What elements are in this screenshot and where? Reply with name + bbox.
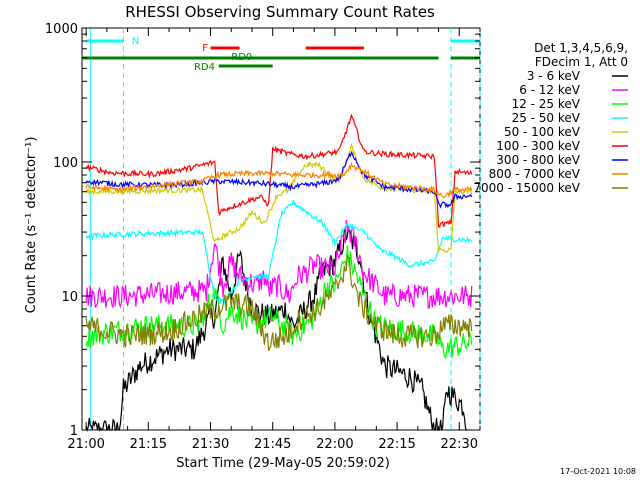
- y-tick-label: 1000: [45, 22, 78, 37]
- y-tick-label: 10: [61, 290, 78, 305]
- flag-layer: N F RD0 RD4: [82, 36, 480, 73]
- legend-header: FDecim 1, Att 0: [535, 55, 628, 69]
- legend-entry: 12 - 25 keV: [512, 97, 581, 111]
- x-tick-label: 21:00: [67, 437, 104, 452]
- legend-entry: 25 - 50 keV: [512, 111, 581, 125]
- x-tick-label: 22:00: [316, 437, 353, 452]
- axis-layer: 21:00 21:15 21:30 21:45 22:00 22:15 22:30 1 10 10…: [45, 22, 481, 452]
- x-tick-label: 22:30: [441, 437, 478, 452]
- flag-label: RD0: [231, 52, 252, 63]
- series-line: [85, 254, 473, 352]
- series-line: [85, 161, 473, 198]
- series-layer: [85, 113, 473, 433]
- flag-label: N: [132, 36, 139, 47]
- series-line: [85, 113, 473, 228]
- series-line: [85, 219, 473, 309]
- y-axis-label: Count Rate (s⁻¹ detector⁻¹): [24, 137, 39, 314]
- legend-entry: 6 - 12 keV: [519, 83, 581, 97]
- flag-label: F: [202, 43, 208, 54]
- y-tick-label: 1: [70, 424, 78, 439]
- legend-entry: 3 - 6 keV: [527, 69, 581, 83]
- legend-entry: 100 - 300 keV: [496, 139, 580, 153]
- series-line: [85, 150, 473, 209]
- chart-title: RHESSI Observing Summary Count Rates: [125, 3, 435, 21]
- legend-entry: 7000 - 15000 keV: [473, 181, 580, 195]
- x-axis-label: Start Time (29-May-05 20:59:02): [176, 456, 390, 471]
- x-tick-label: 21:45: [254, 437, 291, 452]
- timestamp: 17-Oct-2021 10:08: [560, 467, 636, 476]
- legend-entry: 800 - 7000 keV: [489, 167, 581, 181]
- flag-label: RD4: [194, 62, 215, 73]
- y-tick-label: 100: [53, 156, 78, 171]
- legend-layer: Det 1,3,4,5,6,9,FDecim 1, Att 03 - 6 keV…: [473, 41, 628, 195]
- series-line: [85, 199, 473, 306]
- series-line: [85, 225, 468, 433]
- x-tick-label: 22:15: [378, 437, 415, 452]
- legend-entry: 300 - 800 keV: [496, 153, 580, 167]
- x-tick-label: 21:30: [192, 437, 229, 452]
- legend-header: Det 1,3,4,5,6,9,: [534, 41, 628, 55]
- legend-entry: 50 - 100 keV: [504, 125, 581, 139]
- series-line: [85, 245, 473, 359]
- plot-frame-layer: [81, 27, 481, 431]
- x-tick-label: 21:15: [130, 437, 167, 452]
